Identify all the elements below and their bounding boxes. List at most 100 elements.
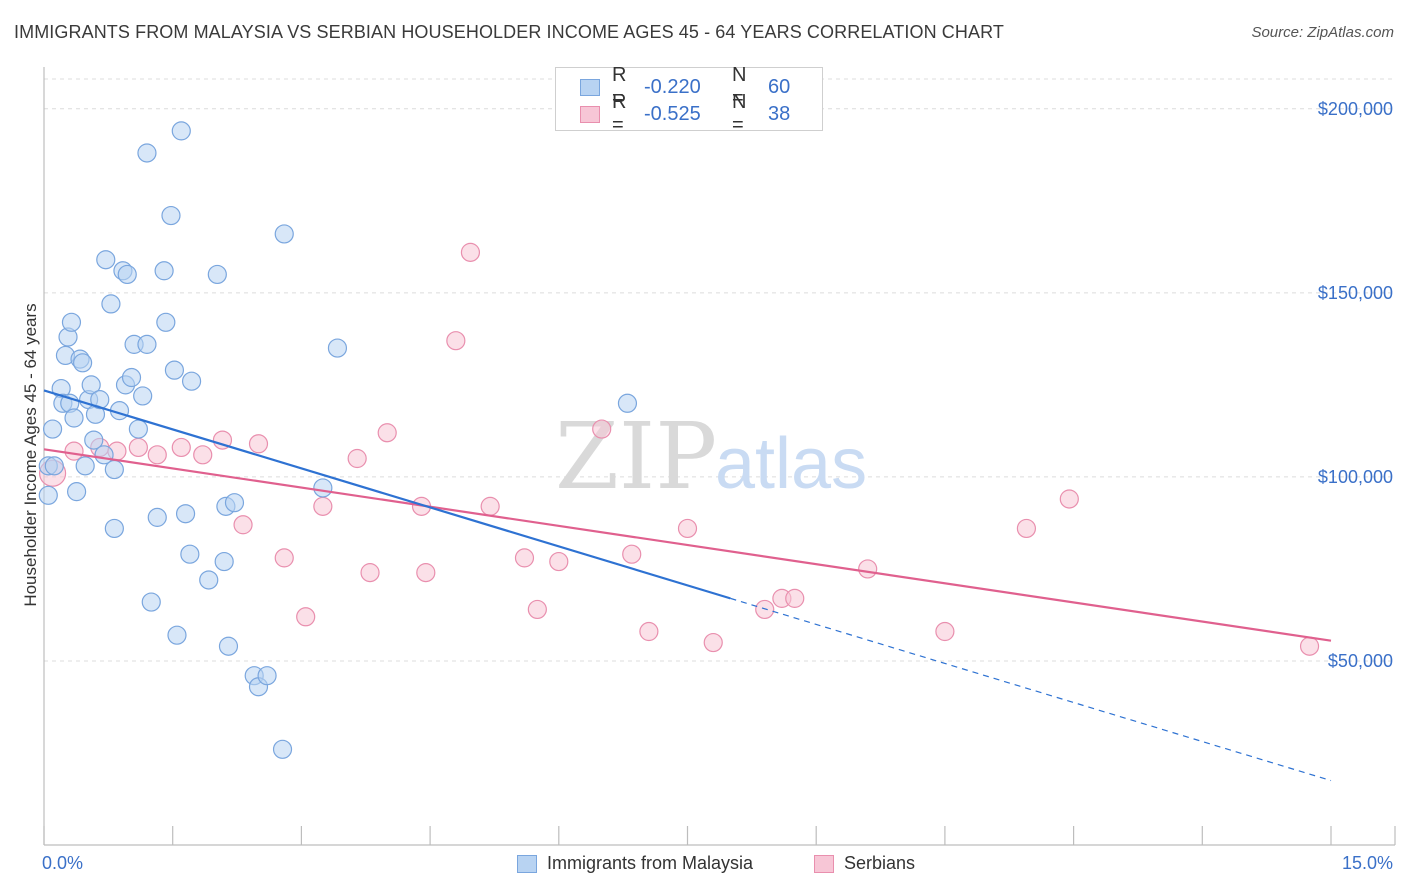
malaysia-point <box>133 386 153 406</box>
malaysia-point <box>44 456 64 476</box>
malaysia-points <box>38 121 638 759</box>
serbians-point <box>480 496 500 516</box>
watermark: ZIP atlas <box>555 403 867 510</box>
malaysia-point <box>137 143 157 163</box>
serbians-point <box>377 423 397 443</box>
malaysia-point <box>147 507 167 527</box>
serbians-point <box>1016 518 1037 539</box>
legend-n-label: N = <box>732 64 747 109</box>
malaysia-point <box>137 334 157 354</box>
legend-row-malaysia: R = -0.220 N = 60 <box>580 64 790 109</box>
legend-item-serbians[interactable]: Serbians <box>814 853 915 874</box>
malaysia-point <box>67 482 87 502</box>
serbians-point <box>785 588 805 608</box>
serbians-point <box>592 419 612 439</box>
y-tick-label: $150,000 <box>1318 283 1393 303</box>
malaysia-point <box>156 312 176 332</box>
serbians-point <box>677 518 698 539</box>
serbians-point <box>296 607 316 627</box>
serbians-point <box>703 632 723 653</box>
malaysia-point <box>38 485 58 505</box>
malaysia-point <box>42 419 63 439</box>
malaysia-point <box>73 353 93 373</box>
x-tick-label: 0.0% <box>42 853 83 873</box>
serbians-point <box>514 548 535 568</box>
malaysia-trend-extension <box>730 597 1332 782</box>
serbians-point <box>549 551 569 572</box>
legend-r-label: R = <box>612 91 627 136</box>
serbians-point <box>193 445 213 465</box>
malaysia-point <box>175 504 196 524</box>
malaysia-point <box>117 264 137 285</box>
y-axis-title: Householder Income Ages 45 - 64 years <box>21 303 40 606</box>
trend-lines <box>43 389 1332 782</box>
source-label: Source: ZipAtlas.com <box>1251 24 1394 41</box>
legend-swatch-pink <box>580 105 600 123</box>
watermark-zip: ZIP <box>555 403 717 510</box>
malaysia-point <box>257 666 277 686</box>
serbians-point <box>622 544 642 564</box>
serbians-point <box>416 563 436 583</box>
serbians-point <box>446 331 466 351</box>
serbians-point <box>1299 636 1320 656</box>
legend-swatch-pink <box>814 854 834 873</box>
legend-item-malaysia[interactable]: Immigrants from Malaysia <box>517 853 753 874</box>
malaysia-point <box>218 636 239 656</box>
y-tick-labels: $50,000 $100,000 $150,000 $200,000 <box>1318 99 1393 671</box>
legend-n-label: N = <box>732 91 747 136</box>
malaysia-point <box>181 371 202 391</box>
serbians-trend-line <box>43 448 1332 642</box>
serbians-point <box>171 437 191 458</box>
malaysia-point <box>207 264 227 285</box>
legend-label-malaysia: Immigrants from Malaysia <box>547 853 754 873</box>
serbians-point <box>935 621 955 642</box>
malaysia-point <box>64 408 84 428</box>
malaysia-point <box>154 261 174 281</box>
malaysia-point <box>104 518 124 539</box>
malaysia-point <box>617 393 638 413</box>
serbians-point <box>248 434 269 454</box>
serbians-point <box>460 242 481 262</box>
legend-n-value: 38 <box>768 102 791 125</box>
serbians-point <box>347 448 367 469</box>
malaysia-point <box>84 430 104 450</box>
malaysia-point <box>199 570 219 590</box>
malaysia-trend-line <box>43 389 731 600</box>
legend-swatch-blue <box>580 78 600 96</box>
malaysia-point <box>214 551 234 572</box>
malaysia-point <box>104 459 124 480</box>
legend-r-label: R = <box>612 64 627 109</box>
serbians-point <box>755 599 775 620</box>
malaysia-point <box>327 338 348 358</box>
serbians-point <box>639 621 659 642</box>
legend-row-serbians: R = -0.525 N = 38 <box>580 91 791 136</box>
malaysia-point <box>81 375 101 395</box>
malaysia-point <box>61 312 82 332</box>
malaysia-point <box>161 205 181 226</box>
malaysia-point <box>90 390 110 410</box>
y-tick-label: $100,000 <box>1318 467 1393 487</box>
serbians-point <box>233 515 253 535</box>
legend-r-value: -0.220 <box>644 75 701 98</box>
correlation-legend: R = -0.220 N = 60 R = -0.525 N = 38 <box>555 64 823 136</box>
malaysia-point <box>180 544 200 564</box>
malaysia-point <box>164 360 185 380</box>
malaysia-point <box>141 592 161 612</box>
malaysia-point <box>101 294 121 314</box>
serbians-point <box>274 548 294 568</box>
malaysia-point <box>167 625 187 645</box>
malaysia-point <box>128 419 148 439</box>
malaysia-point <box>121 367 142 388</box>
serbians-point <box>147 445 167 465</box>
serbians-point <box>527 599 547 620</box>
legend-swatch-blue <box>517 854 537 873</box>
serbians-point <box>360 563 380 583</box>
legend-r-value: -0.525 <box>644 102 701 125</box>
serbians-point <box>1059 489 1079 509</box>
watermark-atlas: atlas <box>715 424 867 504</box>
malaysia-point <box>272 739 293 759</box>
x-tick-label: 15.0% <box>1342 853 1393 873</box>
malaysia-point <box>224 493 245 513</box>
chart-title: IMMIGRANTS FROM MALAYSIA VS SERBIAN HOUS… <box>14 22 1004 42</box>
